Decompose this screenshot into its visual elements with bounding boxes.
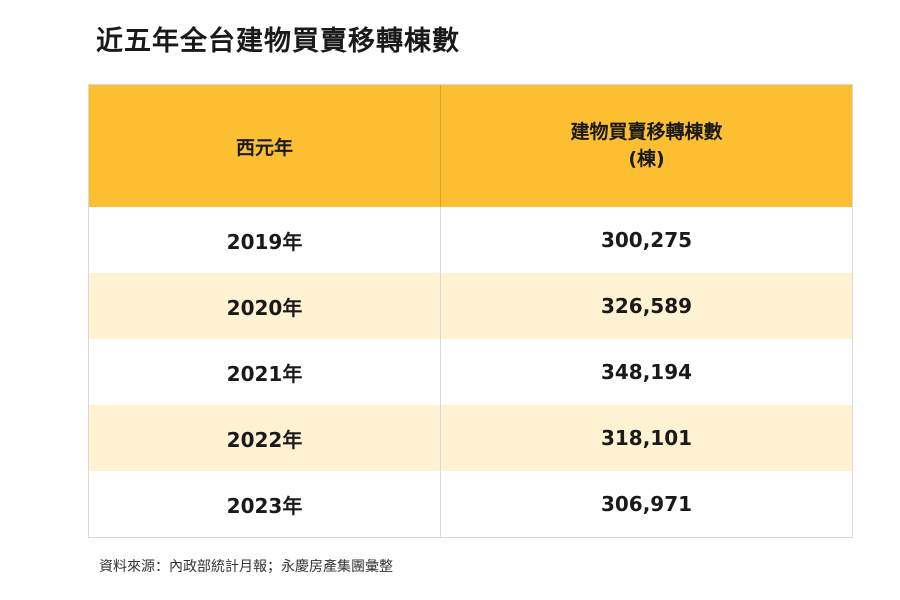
count-cell: 348,194 — [600, 360, 693, 384]
data-table: 西元年 建物買賣移轉棟數 (棟) 2019年 300,275 2020年 326… — [88, 84, 853, 538]
table-header: 西元年 建物買賣移轉棟數 (棟) — [89, 85, 852, 207]
count-cell: 306,971 — [600, 492, 693, 516]
table-row: 2021年 348,194 — [89, 339, 852, 405]
count-cell: 300,275 — [600, 228, 693, 252]
header-count: 建物買賣移轉棟數 (棟) — [441, 85, 852, 207]
count-cell: 318,101 — [600, 426, 693, 450]
table-row: 2022年 318,101 — [89, 405, 852, 471]
page-title: 近五年全台建物買賣移轉棟數 — [96, 26, 460, 57]
header-count-line1: 建物買賣移轉棟數 — [570, 121, 723, 143]
table-row: 2019年 300,275 — [89, 207, 852, 273]
year-cell: 2021年 — [89, 339, 441, 405]
table-row: 2023年 306,971 — [89, 471, 852, 537]
source-note: 資料來源：內政部統計月報；永慶房產集團彙整 — [99, 559, 393, 575]
year-cell: 2020年 — [89, 273, 441, 339]
table-row: 2020年 326,589 — [89, 273, 852, 339]
year-cell: 2023年 — [89, 471, 441, 537]
header-count-unit: (棟) — [628, 148, 665, 170]
year-cell: 2019年 — [89, 207, 441, 273]
table-body: 2019年 300,275 2020年 326,589 2021年 348,19… — [89, 207, 852, 537]
header-year: 西元年 — [89, 85, 441, 207]
count-cell: 326,589 — [600, 294, 693, 318]
year-cell: 2022年 — [89, 405, 441, 471]
